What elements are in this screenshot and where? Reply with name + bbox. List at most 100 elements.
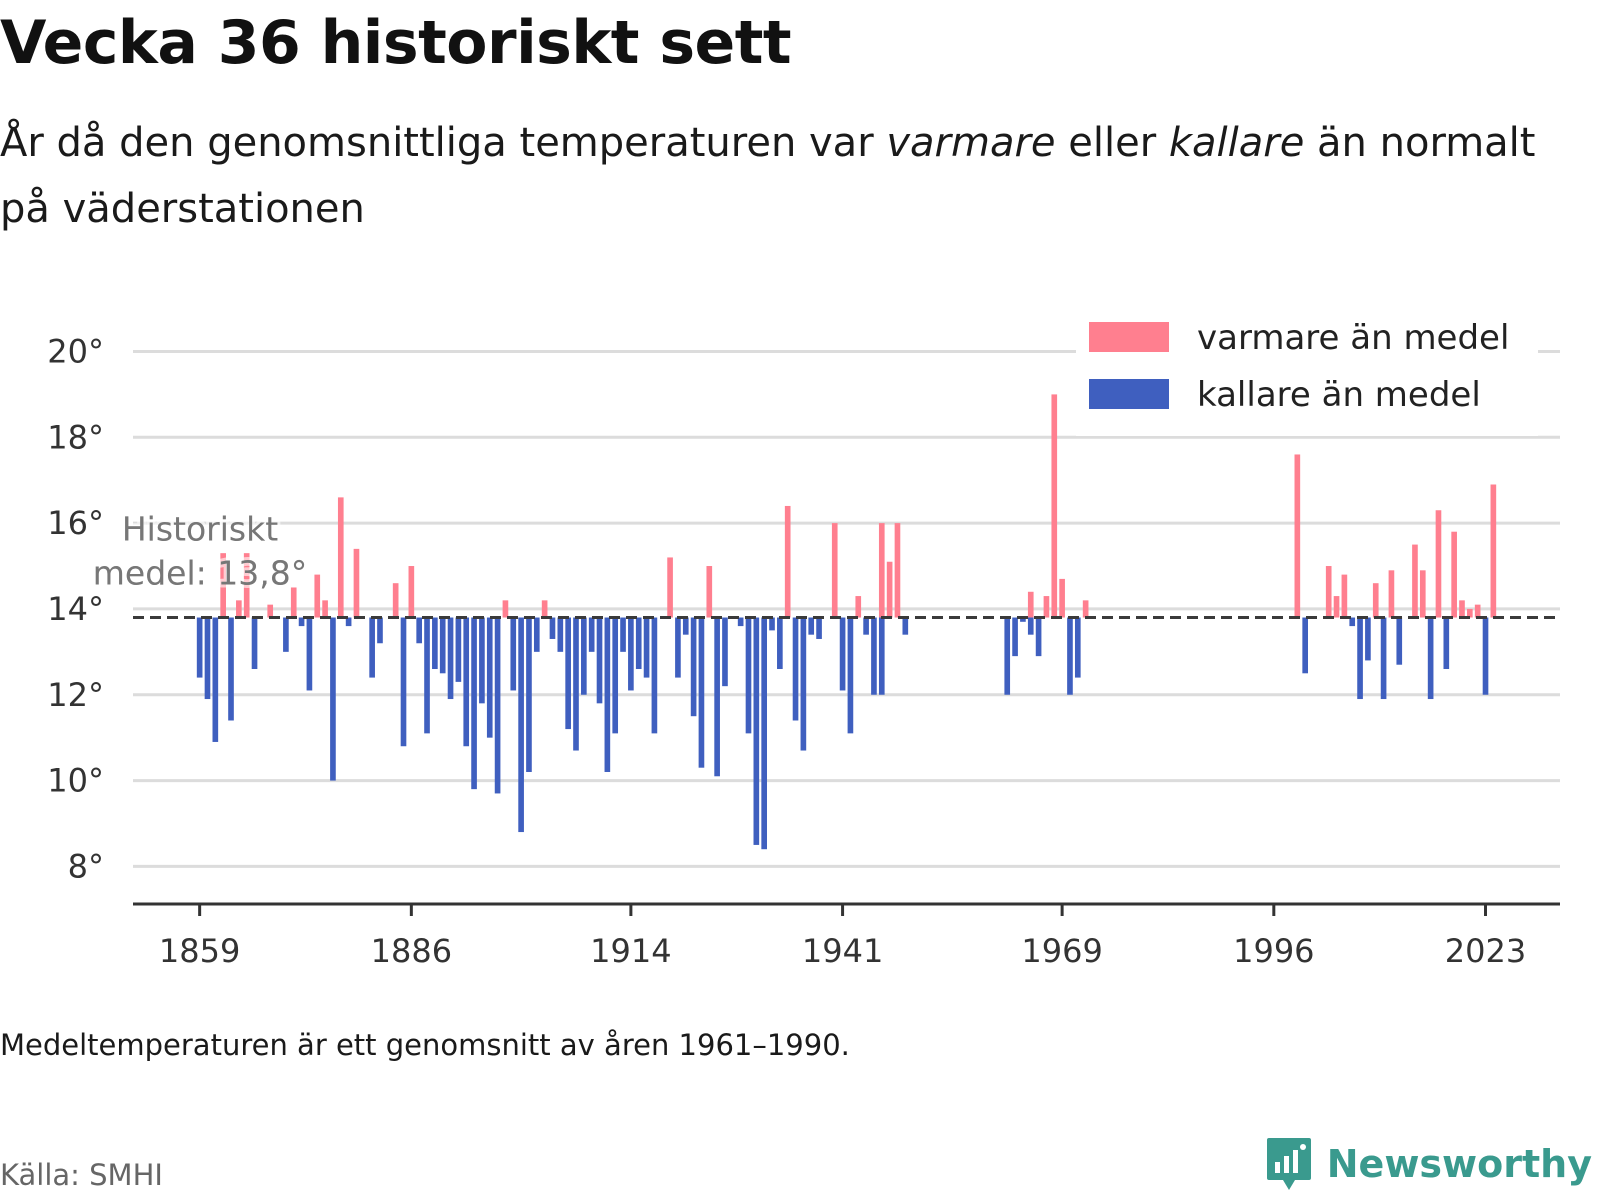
cold-bar bbox=[251, 617, 258, 670]
y-tick-label: 10° bbox=[47, 762, 104, 800]
warm-bar bbox=[1467, 608, 1473, 618]
warm-bar bbox=[1333, 596, 1340, 618]
x-tick-label: 1996 bbox=[1233, 932, 1314, 970]
legend: varmare än medel kallare än medel bbox=[1076, 316, 1538, 436]
warm-bar bbox=[878, 523, 885, 618]
cold-bar bbox=[1357, 617, 1363, 700]
warm-bar bbox=[831, 523, 838, 618]
cold-bar bbox=[298, 617, 305, 627]
brand-logo: Newsworthy bbox=[1265, 1136, 1592, 1192]
cold-bar bbox=[847, 617, 854, 734]
cold-bar bbox=[330, 617, 336, 781]
source-label: Källa: SMHI bbox=[0, 1158, 163, 1192]
y-tick-label: 18° bbox=[47, 418, 104, 456]
brand-name: Newsworthy bbox=[1326, 1142, 1592, 1186]
cold-bar bbox=[1349, 617, 1356, 627]
warm-bar bbox=[220, 553, 226, 618]
cold-bar bbox=[549, 617, 556, 639]
warm-bar bbox=[1294, 454, 1301, 618]
y-tick-label: 8° bbox=[68, 847, 104, 885]
warm-bar bbox=[667, 557, 673, 618]
warm-bar bbox=[290, 587, 297, 618]
legend-label-cold: kallare än medel bbox=[1197, 375, 1481, 415]
warm-bar bbox=[1474, 604, 1481, 618]
cold-bar bbox=[808, 617, 815, 635]
cold-bar bbox=[651, 617, 658, 734]
warm-bar bbox=[1325, 566, 1332, 618]
cold-bar bbox=[745, 617, 752, 734]
warm-bar bbox=[1082, 600, 1089, 618]
cold-bar bbox=[439, 617, 446, 674]
footnote: Medeltemperaturen är ett genomsnitt av å… bbox=[0, 1028, 850, 1062]
cold-bar bbox=[863, 617, 869, 635]
warm-bar bbox=[1459, 600, 1465, 618]
warm-bar bbox=[502, 600, 509, 618]
cold-bar bbox=[432, 617, 438, 670]
warm-bar bbox=[1059, 578, 1065, 618]
warm-bar bbox=[337, 497, 344, 618]
subtitle-text-end: än normalt på väderstationen bbox=[0, 120, 1536, 232]
subtitle-cold-word: kallare bbox=[1168, 120, 1305, 166]
cold-bar bbox=[612, 617, 619, 734]
warm-bar bbox=[541, 600, 548, 618]
cold-bar bbox=[675, 617, 681, 678]
warm-bar bbox=[243, 553, 250, 618]
cold-bar bbox=[526, 617, 532, 772]
cold-bar bbox=[1027, 617, 1034, 635]
bars bbox=[196, 394, 1497, 850]
warm-bar bbox=[1419, 570, 1426, 618]
cold-bar bbox=[479, 617, 485, 704]
warm-bar bbox=[322, 600, 328, 618]
baseline-label-halo: medel: 13,8° bbox=[93, 554, 307, 593]
cold-bar bbox=[902, 617, 909, 635]
cold-bar bbox=[1427, 617, 1434, 700]
baseline-label: Historiskt bbox=[122, 510, 278, 549]
cold-bar bbox=[800, 617, 807, 751]
cold-bar bbox=[565, 617, 571, 730]
cold-bar bbox=[1365, 617, 1371, 661]
cold-bar bbox=[447, 617, 454, 700]
warm-bar bbox=[784, 505, 791, 618]
warm-bar bbox=[392, 583, 399, 618]
cold-bar bbox=[533, 617, 540, 652]
cold-bar bbox=[620, 617, 626, 652]
cold-bar bbox=[737, 617, 744, 627]
cold-bar bbox=[1482, 617, 1489, 695]
cold-bar bbox=[698, 617, 705, 768]
legend-swatch-cold bbox=[1089, 379, 1169, 409]
cold-bar bbox=[1020, 617, 1026, 622]
warm-bar bbox=[408, 566, 415, 618]
cold-bar bbox=[1035, 617, 1042, 657]
cold-bar bbox=[573, 617, 579, 751]
cold-bar bbox=[1302, 617, 1309, 674]
y-axis-labels: 8° 10° 12° 14° 16° 18° 20° bbox=[47, 332, 104, 885]
subtitle-text-middle: eller bbox=[1055, 120, 1169, 166]
x-tick-label: 1914 bbox=[590, 932, 671, 970]
y-tick-label: 20° bbox=[47, 332, 104, 370]
warm-bar bbox=[706, 566, 713, 618]
cold-bar bbox=[494, 617, 501, 794]
cold-bar bbox=[1443, 617, 1450, 670]
cold-bar bbox=[455, 617, 462, 682]
baseline-label: medel: 13,8° bbox=[93, 554, 307, 593]
warm-bar bbox=[353, 548, 360, 618]
cold-bar bbox=[635, 617, 642, 670]
cold-bar bbox=[690, 617, 697, 717]
cold-bar bbox=[377, 617, 383, 644]
legend-label-warm: varmare än medel bbox=[1197, 318, 1509, 358]
cold-bar bbox=[682, 617, 689, 635]
y-tick-label: 14° bbox=[47, 590, 104, 628]
cold-bar bbox=[871, 617, 877, 695]
warm-bar bbox=[1043, 596, 1050, 618]
cold-bar bbox=[369, 617, 375, 678]
x-tick-label: 1859 bbox=[159, 932, 240, 970]
warm-bar bbox=[894, 523, 901, 618]
cold-bar bbox=[1396, 617, 1403, 665]
warm-bar bbox=[1027, 591, 1034, 618]
cold-bar bbox=[471, 617, 477, 790]
cold-bar bbox=[761, 617, 767, 850]
x-tick-label: 1886 bbox=[371, 932, 452, 970]
warm-bar bbox=[1372, 583, 1379, 618]
cold-bar bbox=[714, 617, 720, 777]
cold-bar bbox=[557, 617, 564, 652]
